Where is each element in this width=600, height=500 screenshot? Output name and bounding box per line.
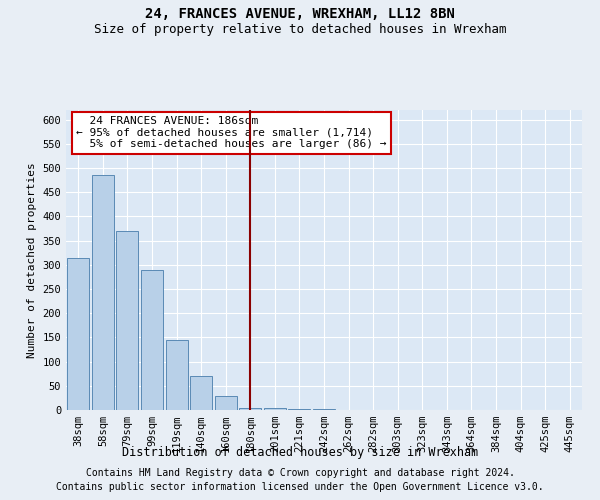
Bar [289,408,310,410]
Text: Distribution of detached houses by size in Wrexham: Distribution of detached houses by size … [122,446,478,459]
Bar [166,340,188,410]
Text: Contains public sector information licensed under the Open Government Licence v3: Contains public sector information licen… [56,482,544,492]
Text: 24, FRANCES AVENUE, WREXHAM, LL12 8BN: 24, FRANCES AVENUE, WREXHAM, LL12 8BN [145,8,455,22]
Bar [264,408,286,410]
Bar [215,396,237,410]
Bar [313,409,335,410]
Bar [116,231,139,410]
Y-axis label: Number of detached properties: Number of detached properties [27,162,37,358]
Bar [67,258,89,410]
Bar [239,408,262,410]
Bar [190,376,212,410]
Bar [141,270,163,410]
Bar [92,176,114,410]
Text: Size of property relative to detached houses in Wrexham: Size of property relative to detached ho… [94,22,506,36]
Text: Contains HM Land Registry data © Crown copyright and database right 2024.: Contains HM Land Registry data © Crown c… [86,468,514,477]
Text: 24 FRANCES AVENUE: 186sqm
← 95% of detached houses are smaller (1,714)
  5% of s: 24 FRANCES AVENUE: 186sqm ← 95% of detac… [76,116,387,149]
